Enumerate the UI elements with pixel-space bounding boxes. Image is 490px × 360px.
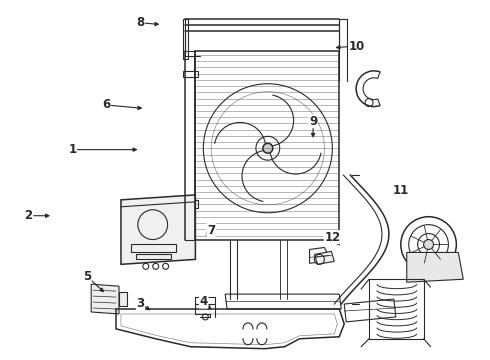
Text: 3: 3 bbox=[136, 297, 145, 310]
Polygon shape bbox=[121, 195, 196, 264]
Bar bbox=[196, 51, 339, 239]
Text: 11: 11 bbox=[392, 184, 409, 197]
Bar bbox=[183, 19, 189, 59]
Text: 10: 10 bbox=[349, 40, 365, 53]
Text: 1: 1 bbox=[68, 143, 76, 156]
Bar bbox=[131, 244, 175, 252]
Polygon shape bbox=[310, 247, 329, 264]
Circle shape bbox=[424, 239, 434, 249]
Polygon shape bbox=[315, 251, 334, 264]
Text: 4: 4 bbox=[199, 295, 208, 308]
Text: 9: 9 bbox=[309, 114, 317, 127]
Polygon shape bbox=[91, 284, 119, 314]
Polygon shape bbox=[407, 252, 464, 282]
Text: 7: 7 bbox=[207, 224, 215, 237]
Circle shape bbox=[263, 143, 273, 153]
Text: 6: 6 bbox=[102, 99, 111, 112]
Polygon shape bbox=[119, 292, 127, 306]
Text: 2: 2 bbox=[24, 209, 33, 222]
Bar bbox=[136, 255, 171, 260]
Text: 8: 8 bbox=[136, 16, 145, 29]
Text: 5: 5 bbox=[83, 270, 91, 283]
Text: 12: 12 bbox=[324, 231, 341, 244]
